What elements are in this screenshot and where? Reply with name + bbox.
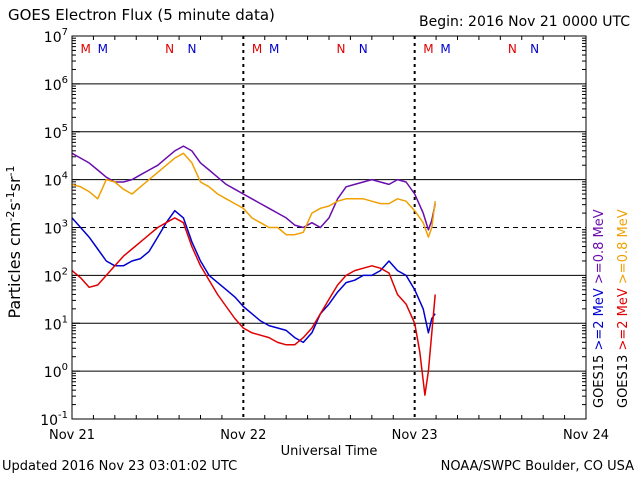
day-marker: N xyxy=(359,42,368,56)
y-axis-label-part: -2 xyxy=(4,211,17,222)
y-tick-label: 102 xyxy=(44,266,68,285)
y-axis-label-part: s xyxy=(5,202,24,210)
x-tick-label: Nov 22 xyxy=(220,428,266,443)
y-axis-label-part: -1 xyxy=(4,165,17,176)
updated-timestamp: Updated 2016 Nov 23 03:01:02 UTC xyxy=(2,459,238,474)
y-tick-label: 104 xyxy=(44,171,68,190)
day-marker: N xyxy=(530,42,539,56)
legend-entry: GOES15 >=2 MeV >=0.8 MeV xyxy=(592,209,607,408)
x-tick-label: Nov 21 xyxy=(49,428,95,443)
chart-grid xyxy=(72,36,586,419)
y-tick-label: 100 xyxy=(44,362,68,381)
plot-frame xyxy=(71,35,587,420)
y-axis-label-part: sr xyxy=(5,176,24,191)
y-tick-label: 105 xyxy=(44,123,68,142)
x-axis-label: Universal Time xyxy=(281,444,378,459)
day-marker: M xyxy=(440,42,450,56)
y-tick-label: 106 xyxy=(44,75,68,94)
day-marker: M xyxy=(98,42,108,56)
y-tick-labels: 107 106 105 104 103 102 101 100 10-1 xyxy=(40,27,68,429)
legend: GOES15 >=2 MeV >=0.8 MeV GOES13 >=2 MeV >… xyxy=(592,209,631,408)
y-axis-label-part: -1 xyxy=(4,191,17,202)
x-tick-labels: Nov 21 Nov 22 Nov 23 Nov 24 xyxy=(49,428,609,443)
day-marker: N xyxy=(187,42,196,56)
y-axis-label-part: Particles cm xyxy=(5,222,24,319)
y-tick-label: 107 xyxy=(44,27,68,46)
day-marker: N xyxy=(508,42,517,56)
day-marker: N xyxy=(337,42,346,56)
begin-date: Begin: 2016 Nov 21 0000 UTC xyxy=(419,14,630,30)
day-marker: M xyxy=(81,42,91,56)
y-tick-label: 103 xyxy=(44,219,68,238)
day-marker: M xyxy=(269,42,279,56)
x-tick-label: Nov 24 xyxy=(563,428,609,443)
series-line xyxy=(71,145,436,231)
x-tick-label: Nov 23 xyxy=(392,428,438,443)
day-marker: M xyxy=(423,42,433,56)
series-line xyxy=(71,217,436,396)
y-tick-label: 101 xyxy=(44,314,68,333)
series-line xyxy=(71,152,436,238)
axis-ticks xyxy=(72,35,586,420)
day-marker: M xyxy=(252,42,262,56)
y-tick-label: 10-1 xyxy=(40,410,68,429)
chart-title: GOES Electron Flux (5 minute data) xyxy=(8,6,275,24)
y-axis-label: Particles cm-2s-1sr-1 xyxy=(4,165,24,318)
legend-entry: GOES13 >=2 MeV >=0.8 MeV xyxy=(616,209,631,408)
series-line xyxy=(71,209,436,344)
flux-series xyxy=(71,145,436,396)
source-credit: NOAA/SWPC Boulder, CO USA xyxy=(440,459,634,474)
day-marker: N xyxy=(165,42,174,56)
